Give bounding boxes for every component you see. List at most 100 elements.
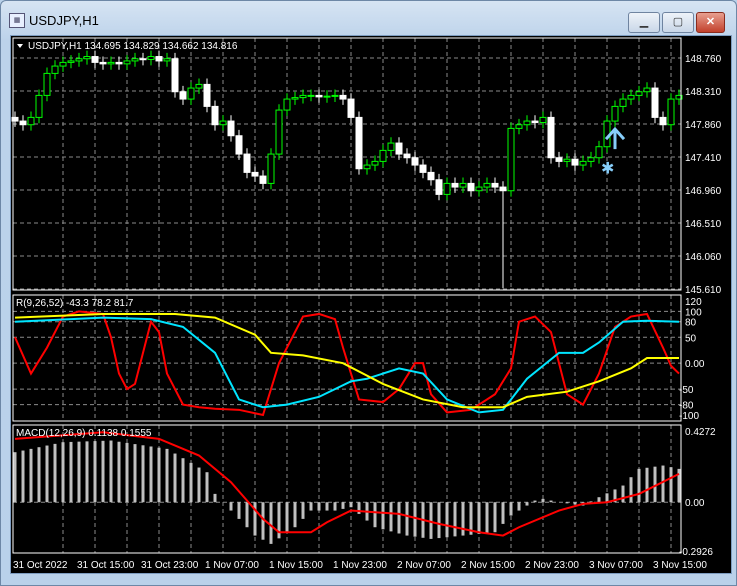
macd-histogram-bar <box>389 502 393 532</box>
macd-histogram-bar <box>445 502 449 538</box>
time-axis-label: 1 Nov 15:00 <box>269 560 323 571</box>
macd-histogram-bar <box>469 502 473 535</box>
price-axis-label: 147.410 <box>685 153 722 164</box>
candle-body <box>411 157 419 166</box>
candle-body <box>395 142 403 155</box>
close-button[interactable]: ✕ <box>696 12 725 33</box>
macd-histogram-bar <box>45 445 49 503</box>
macd-histogram-bar <box>93 441 97 503</box>
macd-histogram-bar <box>549 500 553 503</box>
candle-body <box>195 83 203 89</box>
macd-histogram-bar <box>173 453 177 503</box>
macd-histogram-bar <box>397 502 401 534</box>
candle-body <box>203 83 211 107</box>
macd-histogram-bar <box>357 502 361 514</box>
candle-body <box>275 109 283 155</box>
candle-body <box>499 186 507 192</box>
macd-histogram-bar <box>245 502 249 528</box>
time-axis-label: 1 Nov 07:00 <box>205 560 259 571</box>
maximize-button[interactable]: ▢ <box>662 12 694 33</box>
macd-histogram-bar <box>533 500 537 503</box>
candle-body <box>563 158 571 162</box>
candle-body <box>187 87 195 100</box>
price-axis-label: 146.510 <box>685 219 722 230</box>
indicator-axis-label: 100 <box>685 307 702 318</box>
candle-body <box>579 160 587 166</box>
macd-histogram-bar <box>77 441 81 503</box>
candle-body <box>451 182 459 188</box>
candle-body <box>643 87 651 93</box>
macd-histogram-bar <box>157 447 161 503</box>
macd-histogram-bar <box>381 502 385 530</box>
macd-histogram-bar <box>213 493 217 503</box>
macd-histogram-bar <box>69 441 73 503</box>
candle-body <box>355 116 363 170</box>
macd-histogram-bar <box>333 502 337 511</box>
candle-body <box>379 149 387 162</box>
price-axis-label: 147.860 <box>685 120 722 131</box>
indicator-line <box>14 310 680 417</box>
candle-body <box>219 120 227 126</box>
candle-body <box>147 56 155 60</box>
macd-axis-label: 0.4272 <box>685 427 716 438</box>
candle-body <box>531 120 539 124</box>
chart-area[interactable]: ✱ USDJPY,H1 134.695 134.829 134.662 134.… <box>10 35 732 574</box>
candle-body <box>75 58 83 62</box>
candle-body <box>435 179 443 195</box>
minimize-button[interactable]: ▁ <box>628 12 660 33</box>
macd-histogram-bar <box>525 502 529 506</box>
macd-signal-line <box>14 431 680 537</box>
macd-histogram-bar <box>285 502 289 533</box>
macd-histogram-bar <box>621 485 625 503</box>
time-axis-label: 2 Nov 15:00 <box>461 560 515 571</box>
macd-histogram-bar <box>85 441 89 503</box>
chart-svg[interactable]: ✱ USDJPY,H1 134.695 134.829 134.662 134.… <box>11 36 731 573</box>
candle-body <box>67 60 75 63</box>
candle-body <box>155 56 163 62</box>
candle-body <box>467 182 475 192</box>
candle-body <box>283 98 291 111</box>
candle-body <box>427 171 435 181</box>
macd-histogram-bar <box>109 440 113 503</box>
price-axis-label: 146.060 <box>685 252 722 263</box>
time-axis-label: 2 Nov 07:00 <box>397 560 451 571</box>
candle-body <box>243 153 251 173</box>
time-axis-label: 3 Nov 15:00 <box>653 560 707 571</box>
candle-body <box>267 153 275 184</box>
candle-body <box>235 135 243 155</box>
macd-histogram-bar <box>573 502 577 505</box>
candle-body <box>315 94 323 98</box>
macd-histogram-bar <box>613 489 617 503</box>
candle-body <box>539 116 547 124</box>
macd-histogram-bar <box>661 465 665 503</box>
macd-histogram-bar <box>141 445 145 503</box>
candle-body <box>555 157 563 162</box>
macd-histogram-bar <box>677 468 681 503</box>
macd-histogram-bar <box>405 502 409 536</box>
candle-body <box>259 175 267 184</box>
macd-histogram-bar <box>413 502 417 537</box>
candle-body <box>227 120 235 137</box>
macd-histogram-bar <box>597 497 601 503</box>
candle-body <box>587 157 595 162</box>
macd-histogram-bar <box>261 502 265 540</box>
candle-body <box>515 124 523 129</box>
macd-pane-frame <box>12 424 682 554</box>
candle-body <box>403 153 411 159</box>
chart-window-icon: ▦ <box>9 13 25 28</box>
macd-histogram-bar <box>565 502 569 504</box>
candle-body <box>675 94 683 100</box>
price-axis-label: 146.960 <box>685 186 722 197</box>
macd-histogram-bar <box>501 502 505 524</box>
indicator-axis-label: 80 <box>685 318 697 329</box>
candle-body <box>347 98 355 118</box>
candle-body <box>323 95 331 98</box>
candle-body <box>171 58 179 93</box>
candle-body <box>387 142 395 151</box>
indicator-axis-label: 50 <box>685 333 697 344</box>
dropdown-triangle-icon[interactable] <box>17 44 23 48</box>
time-axis-label: 1 Nov 23:00 <box>333 560 387 571</box>
time-axis-label: 31 Oct 23:00 <box>141 560 199 571</box>
macd-histogram-bar <box>309 502 313 511</box>
macd-histogram-bar <box>541 498 545 503</box>
